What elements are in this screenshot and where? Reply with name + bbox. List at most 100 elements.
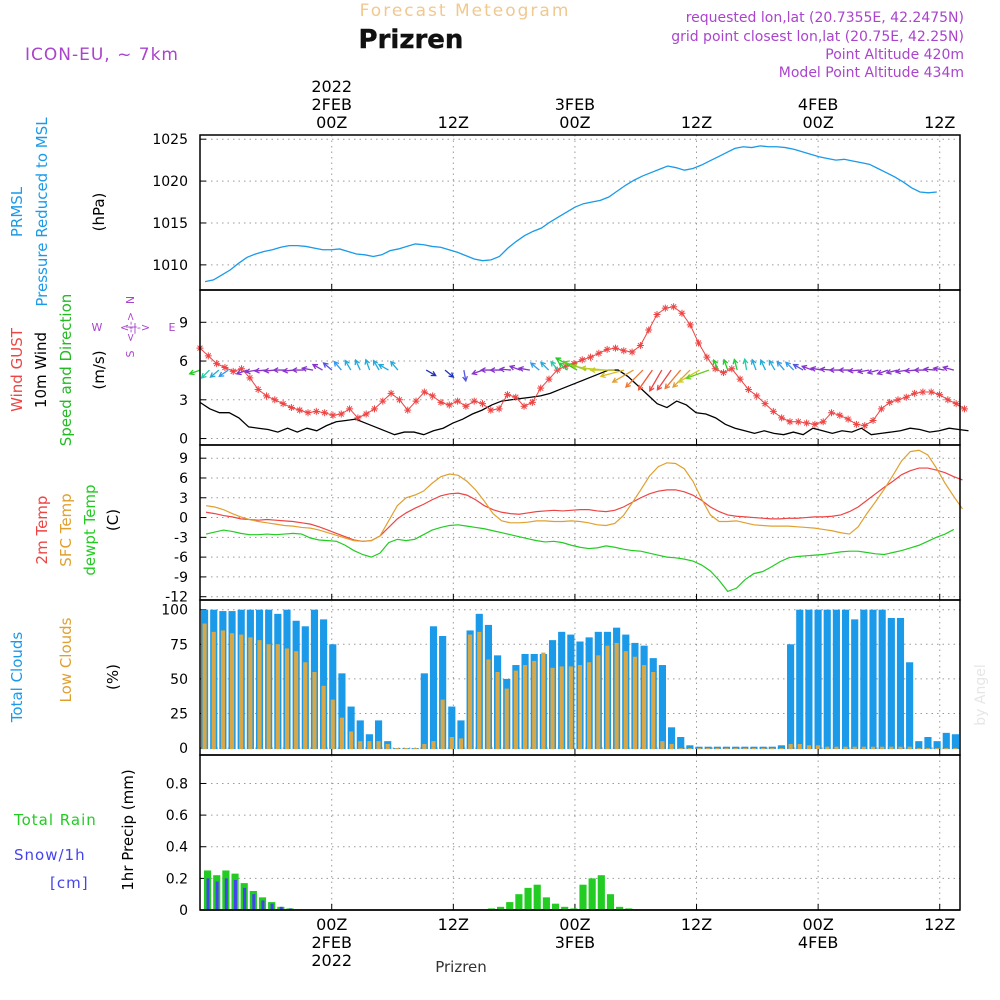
wind-direction-arrow	[558, 362, 568, 371]
total-cloud-bar	[942, 732, 950, 750]
wind-gust-marker	[296, 406, 304, 414]
pressure-unit-label: (hPa)	[90, 193, 108, 232]
wind-gust-marker	[852, 420, 860, 428]
total-cloud-bar	[851, 619, 859, 750]
temp-2m-line	[205, 467, 963, 542]
wind-direction-arrow	[837, 367, 851, 374]
total-cloud-bar	[896, 617, 905, 750]
low-cloud-bar	[303, 662, 308, 750]
low-cloud-bar	[834, 746, 839, 750]
wind-direction-arrow	[517, 365, 530, 372]
y-tick-label: 0.8	[166, 776, 188, 792]
wind-gust-marker	[587, 353, 595, 361]
total-cloud-bar	[704, 746, 712, 750]
wind-direction-arrow	[866, 369, 879, 375]
total-cloud-bar	[448, 706, 456, 750]
snow-bar	[215, 881, 219, 910]
y-tick-label: 0	[179, 511, 188, 527]
temp-dewpt-line	[205, 524, 955, 593]
wind-direction-arrow	[732, 358, 739, 371]
low-cloud-bar	[349, 731, 354, 750]
wind-gust-marker	[321, 409, 329, 417]
wind-gust-marker	[611, 344, 619, 352]
low-cloud-bar	[724, 748, 729, 750]
low-cloud-bar	[861, 746, 866, 750]
pressure-line	[204, 145, 937, 283]
wind-gust-marker	[337, 410, 345, 418]
wind-gust-marker	[420, 388, 428, 396]
wind-gust-marker	[719, 369, 727, 377]
wind-direction-arrow	[649, 369, 663, 393]
wind-gust-marker	[803, 419, 811, 427]
year-label-top: 2022	[311, 77, 352, 96]
time-tick-label-bottom: 12Z	[438, 915, 469, 934]
wind-direction-arrow	[856, 368, 870, 375]
wind-gust-marker	[902, 393, 910, 401]
time-tick-label-top: 12Z	[924, 113, 955, 132]
wind-gust-marker	[412, 397, 420, 405]
total-cloud-bar	[841, 609, 850, 750]
total-cloud-bar	[713, 746, 721, 750]
low-cloud-bar	[843, 746, 848, 750]
wind-direction-arrow	[322, 362, 333, 371]
wind-gust-marker	[944, 396, 952, 404]
wind-label: 10m Wind	[32, 332, 50, 408]
low-cloud-bar	[687, 748, 692, 750]
wind-gust-marker	[238, 365, 246, 373]
total-cloud-bar	[814, 609, 822, 750]
y-tick-label: 9	[179, 451, 188, 467]
wind-direction-arrow	[876, 369, 889, 376]
low-cloud-bar	[944, 748, 949, 750]
wind-gust-marker	[736, 375, 744, 383]
rain-bar	[570, 908, 578, 910]
point-altitude: Point Altitude 420m	[825, 47, 964, 63]
rain-bar	[579, 884, 587, 910]
wind-gust-marker	[213, 360, 221, 368]
total-cloud-bar	[915, 741, 923, 750]
snow-bar	[279, 906, 283, 910]
time-tick-label-top: 00Z	[316, 113, 347, 132]
rain-bar	[497, 906, 505, 910]
low-cloud-bar	[239, 634, 244, 750]
y-tick-label: 50	[170, 672, 188, 688]
wind-gust-marker	[279, 400, 287, 408]
wind-direction-arrow	[311, 363, 323, 371]
date-label-bottom: 3FEB	[555, 933, 595, 952]
total-cloud-bar	[860, 609, 868, 750]
wind-gust-marker	[869, 416, 877, 424]
wind-gust-marker	[761, 400, 769, 408]
wind-gust-marker	[578, 356, 586, 364]
low-cloud-bar	[706, 748, 711, 750]
snow-bar	[224, 878, 228, 910]
y-tick-label: 0	[179, 903, 188, 919]
y-tick-label: -9	[174, 570, 188, 586]
low-cloud-bar	[806, 745, 811, 750]
low-cloud-bar	[651, 671, 656, 750]
wind-direction-arrow	[809, 365, 823, 372]
snow-bar	[233, 879, 237, 910]
total-cloud-bar	[722, 746, 731, 750]
wind-gust-marker	[703, 353, 711, 361]
wind-gust-marker	[204, 352, 212, 360]
wind-direction-arrow	[776, 360, 785, 371]
rain-label: Total Rain	[13, 811, 97, 829]
low-cloud-bar	[568, 666, 573, 750]
temp-unit-label: (C)	[104, 509, 122, 531]
wind-gust-marker	[545, 375, 553, 383]
low-cloud-bar	[367, 741, 372, 750]
compass-e: E	[169, 321, 176, 334]
low-cloud-bar	[403, 748, 409, 750]
low-cloud-bar	[495, 671, 500, 750]
wind-gust-marker	[528, 398, 536, 406]
rain-bar	[606, 894, 615, 910]
wind-gust-marker	[952, 400, 960, 408]
wind-gust-marker	[695, 339, 703, 347]
low-cloud-bar	[449, 737, 454, 750]
low-cloud-bar	[385, 743, 390, 750]
chart-supertitle: Forecast Meteogram	[360, 1, 571, 21]
low-cloud-bar	[605, 645, 610, 750]
y-tick-label: 1025	[152, 132, 188, 148]
wind-direction-arrow	[508, 364, 521, 371]
total-cloud-bar	[924, 737, 932, 750]
wind-direction-arrow	[742, 357, 749, 371]
